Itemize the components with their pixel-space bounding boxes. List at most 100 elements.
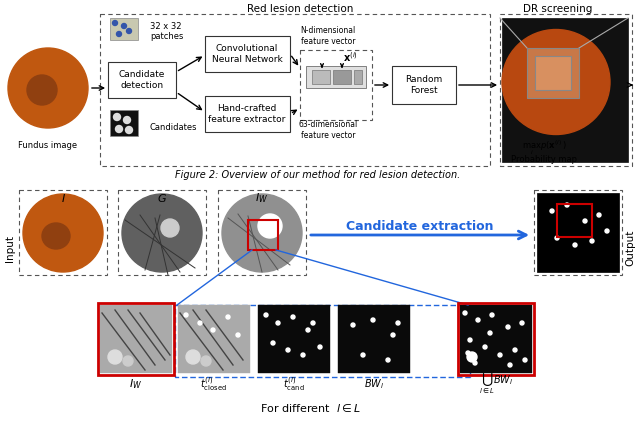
Circle shape: [520, 321, 524, 325]
Text: Candidates: Candidates: [150, 122, 198, 132]
Circle shape: [597, 213, 601, 217]
Ellipse shape: [222, 194, 302, 272]
Circle shape: [555, 236, 559, 240]
Text: $I_W$: $I_W$: [129, 377, 143, 391]
Ellipse shape: [8, 48, 88, 128]
Bar: [110, 18, 138, 40]
Bar: [118, 190, 206, 275]
Circle shape: [226, 315, 230, 319]
Ellipse shape: [23, 194, 103, 272]
Circle shape: [562, 64, 578, 80]
Text: $BW$: $BW$: [568, 192, 589, 204]
Circle shape: [113, 21, 118, 25]
Circle shape: [122, 24, 127, 29]
Text: 63-dimensional
feature vector: 63-dimensional feature vector: [298, 120, 358, 140]
Text: N-dimensional
feature vector: N-dimensional feature vector: [300, 26, 356, 46]
Bar: [178, 305, 250, 373]
Circle shape: [306, 328, 310, 332]
Circle shape: [473, 361, 477, 365]
Bar: [98, 303, 174, 375]
Circle shape: [201, 356, 211, 366]
Circle shape: [467, 352, 477, 362]
Text: Probability map: Probability map: [511, 155, 577, 165]
Text: Output: Output: [625, 230, 635, 266]
Text: Random
Forest: Random Forest: [405, 75, 443, 95]
Text: Hand-crafted
feature extractor: Hand-crafted feature extractor: [208, 104, 285, 124]
Text: Input: Input: [5, 235, 15, 262]
Circle shape: [276, 321, 280, 325]
Ellipse shape: [27, 75, 57, 105]
Bar: [460, 305, 532, 373]
Circle shape: [115, 125, 122, 133]
Bar: [557, 204, 592, 237]
Ellipse shape: [502, 30, 610, 135]
Text: Candidate extraction: Candidate extraction: [346, 219, 493, 233]
Text: 32 x 32
patches: 32 x 32 patches: [150, 22, 184, 41]
Circle shape: [211, 328, 215, 332]
Bar: [110, 110, 138, 136]
Circle shape: [113, 114, 120, 121]
Bar: [258, 305, 330, 373]
Circle shape: [236, 333, 240, 337]
Text: For different  $l \in L$: For different $l \in L$: [260, 402, 360, 414]
Bar: [205, 36, 290, 72]
Bar: [306, 66, 366, 88]
Circle shape: [161, 219, 179, 237]
Circle shape: [123, 356, 133, 366]
Circle shape: [590, 239, 594, 243]
Bar: [500, 14, 632, 166]
Circle shape: [127, 29, 131, 33]
Circle shape: [361, 353, 365, 357]
Circle shape: [371, 318, 375, 322]
Circle shape: [513, 348, 517, 352]
Bar: [205, 96, 290, 132]
Circle shape: [301, 353, 305, 357]
Text: $t^{(l)}_{\mathrm{closed}}$: $t^{(l)}_{\mathrm{closed}}$: [200, 375, 227, 393]
Circle shape: [184, 313, 188, 317]
Circle shape: [258, 214, 282, 238]
Text: $P$: $P$: [639, 76, 640, 89]
Circle shape: [186, 350, 200, 364]
Bar: [333, 70, 351, 84]
Text: Fundus image: Fundus image: [19, 141, 77, 149]
Circle shape: [476, 318, 480, 322]
Bar: [535, 56, 571, 90]
Circle shape: [396, 321, 400, 325]
Circle shape: [466, 351, 470, 355]
Circle shape: [286, 348, 290, 352]
Bar: [354, 70, 362, 84]
Bar: [527, 48, 579, 98]
Bar: [100, 305, 172, 373]
Text: $\max_i p(\mathbf{x}^{(i)})$: $\max_i p(\mathbf{x}^{(i)})$: [522, 138, 566, 157]
Circle shape: [116, 32, 122, 36]
Bar: [534, 190, 622, 275]
Text: $BW_l$: $BW_l$: [364, 377, 384, 391]
Text: DR screening: DR screening: [524, 4, 593, 14]
Circle shape: [483, 345, 487, 349]
Circle shape: [291, 315, 295, 319]
Circle shape: [565, 203, 569, 207]
Circle shape: [124, 116, 131, 124]
Text: Convolutional
Neural Network: Convolutional Neural Network: [212, 44, 282, 64]
Circle shape: [318, 345, 322, 349]
Text: $t^{(l)}_{\mathrm{cand}}$: $t^{(l)}_{\mathrm{cand}}$: [283, 375, 305, 393]
Bar: [300, 50, 372, 120]
Bar: [458, 303, 534, 375]
Circle shape: [583, 219, 587, 223]
Bar: [502, 18, 628, 162]
Bar: [100, 14, 490, 166]
Circle shape: [550, 209, 554, 213]
Text: Figure 2: Overview of our method for red lesion detection.: Figure 2: Overview of our method for red…: [175, 170, 461, 180]
Circle shape: [264, 313, 268, 317]
Circle shape: [508, 363, 512, 367]
Circle shape: [488, 331, 492, 335]
Ellipse shape: [122, 194, 202, 272]
Bar: [108, 62, 176, 98]
Bar: [312, 70, 330, 84]
Circle shape: [311, 321, 315, 325]
Text: $I$: $I$: [61, 192, 65, 204]
Text: Red lesion detection: Red lesion detection: [247, 4, 353, 14]
Text: $\mathbf{x}^{(i)}$: $\mathbf{x}^{(i)}$: [342, 50, 358, 64]
Circle shape: [605, 229, 609, 233]
Circle shape: [391, 333, 395, 337]
